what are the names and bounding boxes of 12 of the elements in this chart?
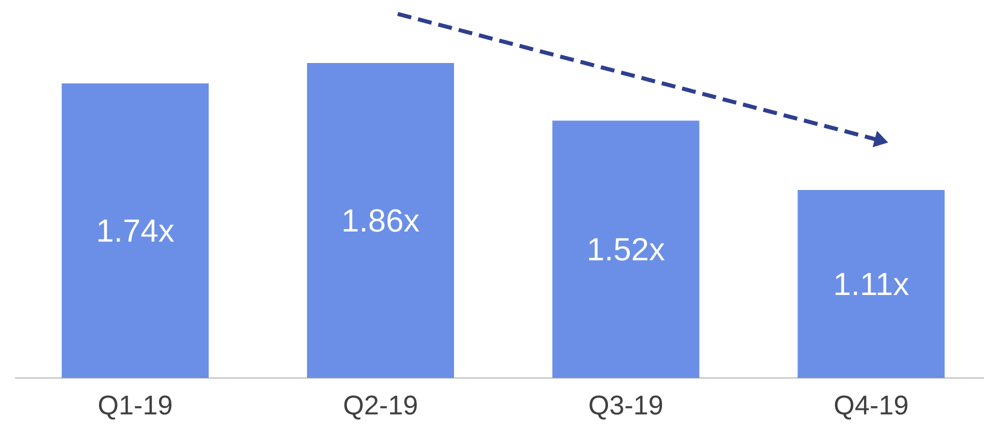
bar [307, 63, 454, 378]
bar [798, 190, 945, 378]
data-label: 1.11x [836, 273, 909, 296]
x-tick-label: Q1-19 [98, 396, 172, 420]
data-label: 1.52x [589, 238, 665, 261]
data-label: 1.86x [344, 209, 420, 232]
bar [552, 120, 700, 378]
data-label: 1.74x [98, 220, 174, 242]
x-tick-label: Q3-19 [590, 396, 662, 420]
x-tick-label: Q4-19 [834, 396, 908, 420]
bar [62, 83, 209, 378]
x-tick-label: Q2-19 [344, 396, 417, 420]
